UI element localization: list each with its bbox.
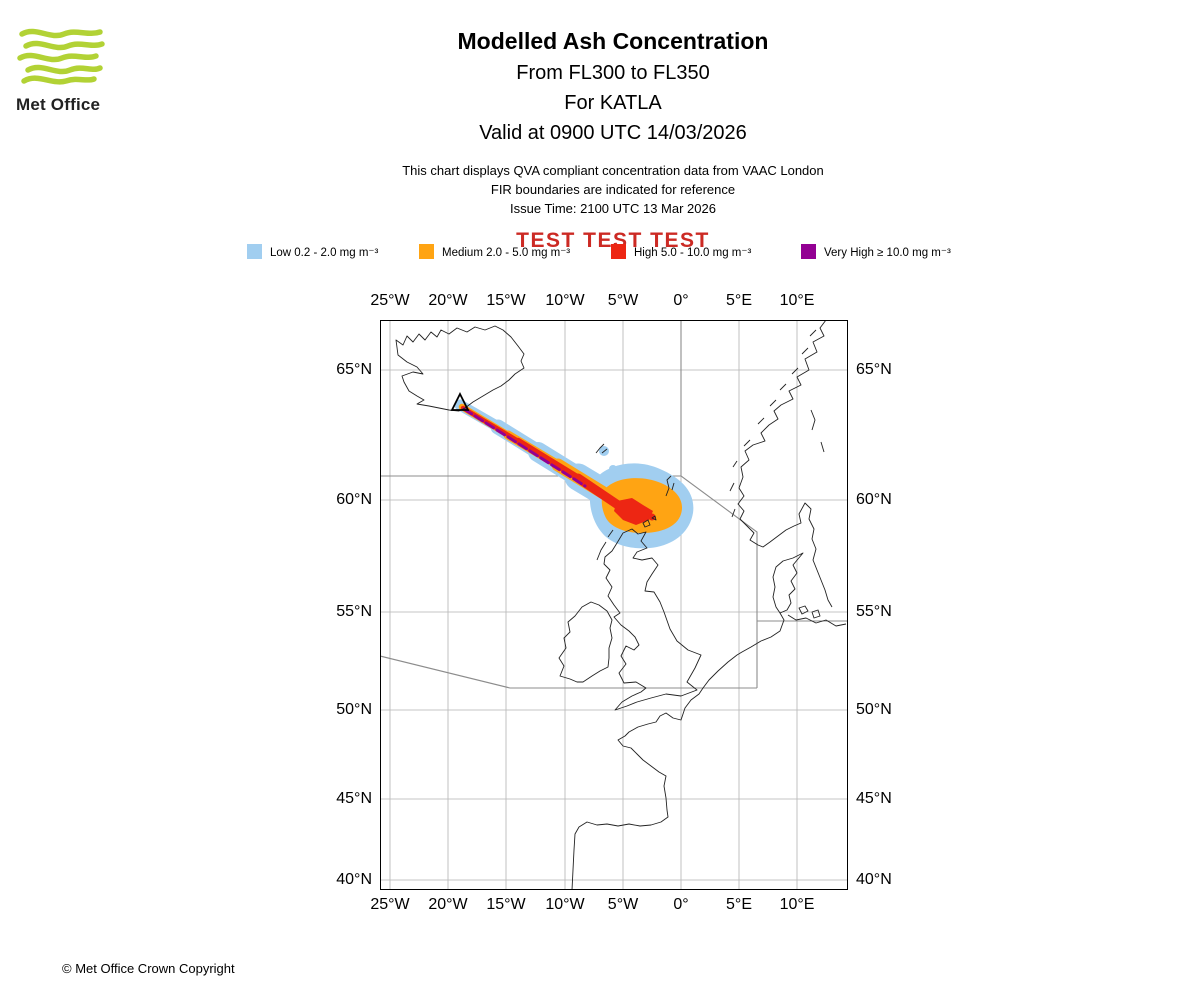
fir-boundary-north-sea — [680, 320, 758, 688]
lon-label-top-5e: 5°E — [726, 292, 752, 309]
coastline-iceland — [395, 325, 525, 412]
coastline-continental-europe — [571, 612, 785, 890]
lon-label-top-10e: 10°E — [779, 292, 815, 309]
legend-item-high: High 5.0 - 10.0 mg m⁻³ — [611, 244, 751, 259]
volcano-subtitle: For KATLA — [564, 92, 662, 114]
title-block: Modelled Ash Concentration From FL300 to… — [13, 28, 1200, 253]
lon-label-top-5w: 5°W — [607, 292, 639, 309]
coastline-norway — [737, 320, 833, 608]
lon-label-top-0: 0° — [673, 292, 689, 309]
qva-note: This chart displays QVA compliant concen… — [402, 163, 824, 178]
copyright-text: © Met Office Crown Copyright — [62, 961, 235, 976]
lon-label-bottom-0: 0° — [673, 896, 689, 913]
test-banner: TEST TEST TEST — [516, 229, 710, 252]
lon-label-top-10w: 10°W — [545, 292, 585, 309]
legend-swatch-medium — [419, 244, 434, 259]
lon-label-bottom-5w: 5°W — [607, 896, 639, 913]
valid-time-subtitle: Valid at 0900 UTC 14/03/2026 — [479, 122, 747, 144]
met-office-logo: Met Office — [16, 26, 126, 115]
coastline-ireland — [558, 601, 613, 683]
legend-item-low: Low 0.2 - 2.0 mg m⁻³ — [247, 244, 378, 259]
lat-label-left-60n: 60°N — [336, 491, 372, 508]
legend-label-medium: Medium 2.0 - 5.0 mg m⁻³ — [442, 246, 571, 259]
graticule — [380, 320, 848, 890]
lat-label-right-45n: 45°N — [856, 790, 892, 807]
lon-label-bottom-10w: 10°W — [545, 896, 585, 913]
lat-label-left-50n: 50°N — [336, 701, 372, 718]
lon-label-bottom-10e: 10°E — [779, 896, 815, 913]
legend-label-low: Low 0.2 - 2.0 mg m⁻³ — [270, 246, 379, 259]
met-office-logo-waves — [17, 28, 105, 85]
flight-level-subtitle: From FL300 to FL350 — [516, 62, 710, 84]
met-office-logo-text: Met Office — [16, 95, 101, 114]
fir-note: FIR boundaries are indicated for referen… — [490, 182, 736, 197]
lat-label-left-55n: 55°N — [336, 603, 372, 620]
page-title: Modelled Ash Concentration — [457, 28, 769, 54]
coastline-baltic — [787, 614, 847, 627]
issue-time-note: Issue Time: 2100 UTC 13 Mar 2026 — [510, 201, 716, 216]
lon-label-top-25w: 25°W — [370, 292, 410, 309]
fir-boundaries — [380, 320, 848, 689]
coastline-scottish-islands — [596, 475, 675, 561]
lat-label-right-50n: 50°N — [856, 701, 892, 718]
legend-item-very-high: Very High ≥ 10.0 mg m⁻³ — [801, 244, 951, 259]
lon-label-bottom-20w: 20°W — [428, 896, 468, 913]
lat-label-right-40n: 40°N — [856, 871, 892, 888]
lat-label-left-65n: 65°N — [336, 361, 372, 378]
lon-label-bottom-15w: 15°W — [486, 896, 526, 913]
legend-swatch-low — [247, 244, 262, 259]
map-border — [380, 320, 848, 890]
volcano-marker — [450, 391, 470, 411]
legend-label-very-high: Very High ≥ 10.0 mg m⁻³ — [824, 246, 951, 259]
plume-very-high — [462, 407, 587, 488]
legend-label-high: High 5.0 - 10.0 mg m⁻³ — [634, 246, 752, 259]
map-canvas — [380, 320, 848, 890]
lat-label-right-65n: 65°N — [856, 361, 892, 378]
lon-label-top-15w: 15°W — [486, 292, 526, 309]
coastlines — [395, 320, 847, 890]
lat-label-left-45n: 45°N — [336, 790, 372, 807]
lon-label-bottom-25w: 25°W — [370, 896, 410, 913]
legend-swatch-very-high — [801, 244, 816, 259]
coastline-danish-islands — [798, 605, 821, 619]
lon-label-bottom-5e: 5°E — [726, 896, 752, 913]
coastline-faroe-islands — [595, 443, 608, 454]
coastline-denmark — [772, 552, 804, 614]
coastline-great-britain — [603, 528, 702, 711]
legend-item-medium: Medium 2.0 - 5.0 mg m⁻³ — [419, 244, 570, 259]
lat-label-right-60n: 60°N — [856, 491, 892, 508]
lat-label-right-55n: 55°N — [856, 603, 892, 620]
legend-swatch-high — [611, 244, 626, 259]
coastline-norway-islands — [729, 329, 825, 518]
notes-block: This chart displays QVA compliant concen… — [13, 163, 1200, 216]
lon-label-top-20w: 20°W — [428, 292, 468, 309]
fir-boundary-south — [380, 655, 757, 689]
lat-label-left-40n: 40°N — [336, 871, 372, 888]
